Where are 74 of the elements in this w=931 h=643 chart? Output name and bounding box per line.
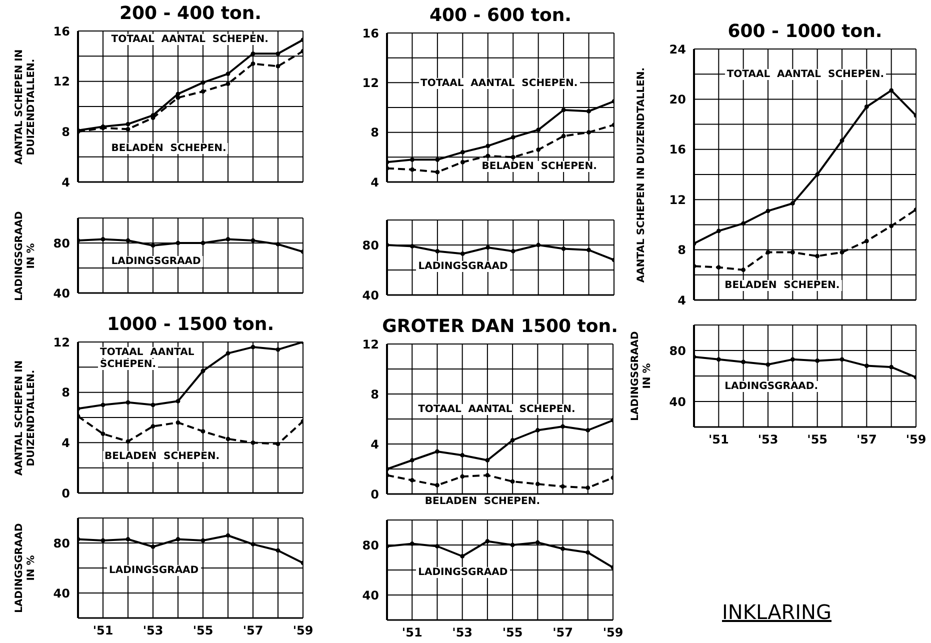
series-label: TOTAAL AANTAL SCHEPEN. xyxy=(98,346,200,370)
x-tick-label: '57 xyxy=(856,432,877,447)
x-tick-label: '57 xyxy=(552,626,573,640)
y-tick-label: 80 xyxy=(362,538,379,552)
x-tick-label: '53 xyxy=(758,432,778,447)
y-tick-label: 4 xyxy=(62,436,70,450)
y-tick-label: 12 xyxy=(362,76,379,90)
series-label: BELADEN SCHEPEN. xyxy=(422,496,542,506)
y-tick-label: 80 xyxy=(669,344,686,358)
chart-title: 1000 - 1500 ton. xyxy=(106,314,276,335)
y-tick-label: 8 xyxy=(678,243,686,258)
y-tick-label: 16 xyxy=(669,142,686,157)
y-tick-label: 8 xyxy=(62,124,70,139)
y-axis-title: AANTAL SCHEPEN IN DUIZENDTALLEN. xyxy=(14,48,38,166)
y-tick-label: 20 xyxy=(669,92,686,106)
y-tick-label: 40 xyxy=(669,394,686,409)
series-label: LADINGSGRAAD xyxy=(109,256,203,266)
series-label: TOTAAL AANTAL SCHEPEN. xyxy=(109,34,270,46)
series-label: LADINGSGRAAD xyxy=(416,567,510,578)
y-axis-title: LADINGSGRAAD IN % xyxy=(14,522,38,615)
x-tick-label: '57 xyxy=(242,624,264,638)
x-tick-label: '53 xyxy=(452,626,473,640)
y-tick-label: 8 xyxy=(370,126,379,140)
y-tick-label: 40 xyxy=(362,588,379,602)
x-tick-label: '55 xyxy=(807,432,828,447)
x-tick-label: '51 xyxy=(708,432,729,447)
y-axis-title: LADINGSGRAAD IN % xyxy=(630,330,654,423)
text: LADINGSGRAAD xyxy=(107,565,201,576)
y-tick-label: 8 xyxy=(370,387,379,402)
x-tick-label: '59 xyxy=(602,626,624,640)
series-label: LADINGSGRAAD. xyxy=(722,381,820,392)
series-label: BELADEN SCHEPEN. xyxy=(102,450,222,462)
y-tick-label: 80 xyxy=(362,238,379,252)
text: TOTAAL AANTAL SCHEPEN. xyxy=(418,78,580,89)
chart-title: 600 - 1000 ton. xyxy=(726,21,884,42)
y-tick-label: 80 xyxy=(53,236,70,250)
chart-title: GROTER DAN 1500 ton. xyxy=(382,316,618,337)
y-tick-label: 4 xyxy=(370,175,379,190)
y-tick-label: 16 xyxy=(362,26,379,40)
y-tick-label: 12 xyxy=(669,192,686,207)
series-label: BELADEN SCHEPEN. xyxy=(722,280,842,291)
y-tick-label: 40 xyxy=(53,286,70,300)
x-tick-label: '51 xyxy=(92,624,114,638)
y-tick-label: 80 xyxy=(53,536,70,550)
y-tick-label: 12 xyxy=(362,337,379,352)
y-tick-label: 12 xyxy=(53,335,70,350)
y-axis-title: LADINGSGRAAD IN % xyxy=(14,210,38,302)
chart-title: 400 - 600 ton. xyxy=(428,5,573,26)
y-tick-label: 0 xyxy=(62,486,70,500)
y-tick-label: 4 xyxy=(370,437,379,452)
series-label: BELADEN SCHEPEN. xyxy=(480,161,599,172)
y-tick-label: 8 xyxy=(62,386,70,400)
x-tick-label: '59 xyxy=(292,624,314,638)
text: INKLARING xyxy=(722,600,832,624)
chart-title: 200 - 400 ton. xyxy=(118,3,263,24)
x-tick-label: '59 xyxy=(906,432,926,447)
y-tick-label: 0 xyxy=(370,487,379,502)
x-tick-label: '51 xyxy=(402,626,422,640)
y-tick-label: 40 xyxy=(53,586,70,600)
x-tick-label: '55 xyxy=(192,624,214,638)
series-label: TOTAAL AANTAL SCHEPEN. xyxy=(416,404,578,415)
y-axis-title: AANTAL SCHEPEN IN DUIZENDTALLEN. xyxy=(636,66,648,284)
y-tick-label: 12 xyxy=(53,74,70,89)
x-tick-label: '55 xyxy=(502,626,523,640)
series-label: LADINGSGRAAD xyxy=(416,261,510,272)
series-label: BELADEN SCHEPEN. xyxy=(109,142,228,154)
y-tick-label: 16 xyxy=(53,24,70,38)
x-tick-label: '53 xyxy=(142,624,164,638)
series-label: TOTAAL AANTAL SCHEPEN. xyxy=(724,69,886,80)
y-tick-label: 24 xyxy=(669,42,686,56)
y-axis-title: AANTAL SCHEPEN IN DUIZENDTALLEN. xyxy=(14,358,38,478)
y-tick-label: 4 xyxy=(678,293,686,308)
y-tick-label: 4 xyxy=(62,175,70,190)
y-tick-label: 40 xyxy=(362,288,379,302)
